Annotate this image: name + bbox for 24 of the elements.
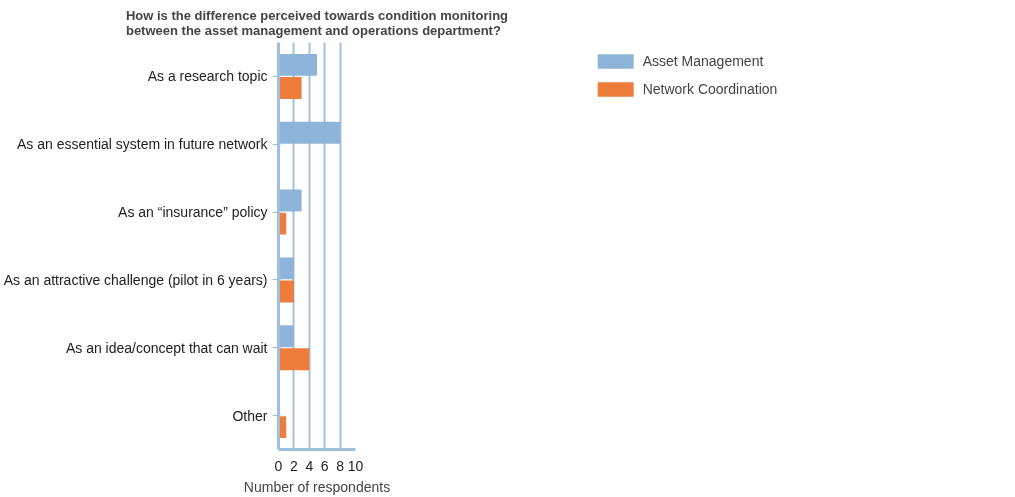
x-tick-label: 10 — [347, 457, 364, 474]
x-axis-title: Number of respondents — [243, 478, 391, 495]
y-tick-label: As an essential system in future network — [16, 136, 269, 153]
chart-title: How is the difference perceived towards condition monitoring between the asset management and operations department? — [125, 7, 509, 38]
bar — [278, 189, 302, 212]
bar — [278, 325, 294, 348]
bar — [278, 348, 310, 371]
x-tick-label: 2 — [290, 457, 299, 474]
bar — [278, 53, 317, 76]
x-tick-label: 8 — [336, 457, 345, 474]
bar — [278, 121, 341, 144]
y-tick-label: As an idea/concept that can wait — [65, 339, 268, 356]
legend-label: Asset Management — [642, 53, 764, 69]
y-tick-label: As an “insurance” policy — [118, 204, 268, 221]
bar — [278, 76, 302, 99]
y-tick-label: As an attractive challenge (pilot in 6 years) — [3, 271, 268, 288]
legend-label: Network Coordination — [642, 81, 778, 97]
x-tick-label: 0 — [274, 457, 283, 474]
bar — [278, 280, 294, 303]
x-tick-label: 6 — [320, 457, 329, 474]
x-tick-label: 4 — [305, 457, 314, 474]
y-tick-label: Other — [232, 407, 268, 424]
bar — [278, 257, 294, 280]
y-tick-label: As a research topic — [147, 68, 268, 85]
